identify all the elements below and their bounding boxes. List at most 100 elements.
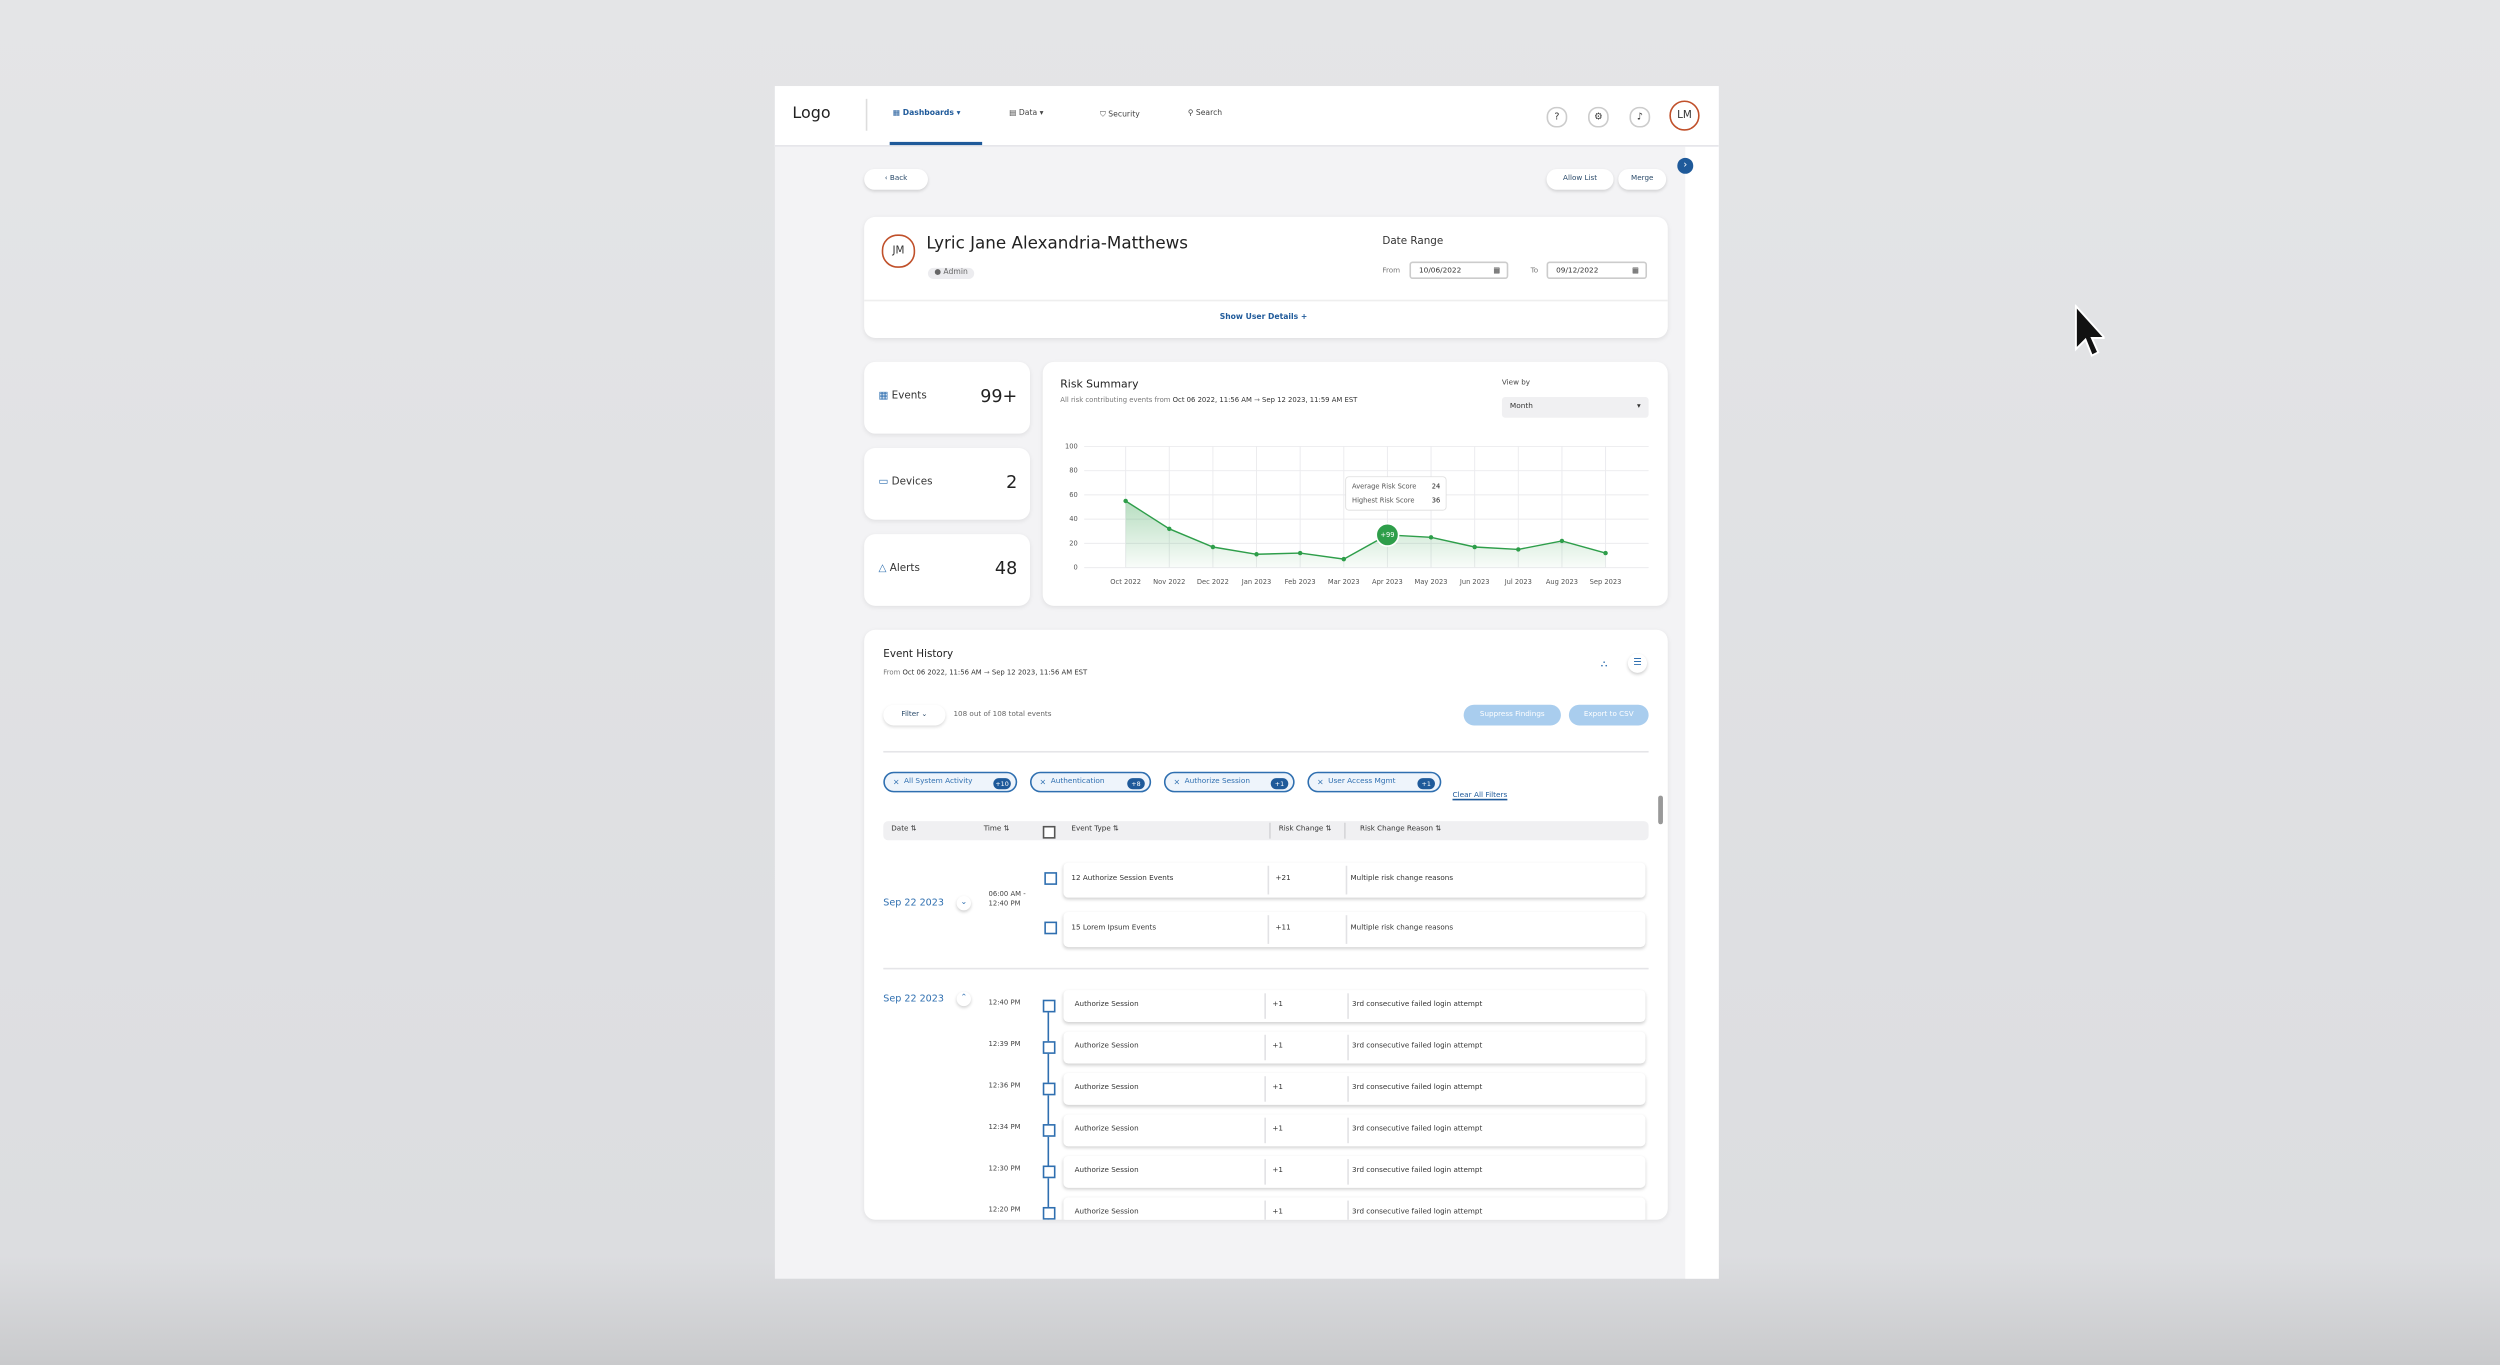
event-row[interactable] xyxy=(1063,1114,1646,1147)
row-checkbox[interactable] xyxy=(1042,1206,1056,1220)
divider xyxy=(865,98,867,131)
select-all-checkbox[interactable] xyxy=(1042,825,1056,839)
event-type: Authorize Session xyxy=(1074,1208,1139,1217)
nav-item[interactable]: ▤ Data ▾ xyxy=(1009,110,1044,118)
calendar-icon: ▦ xyxy=(1632,267,1640,276)
chip-remove[interactable]: × xyxy=(892,778,900,788)
x-tick-label: Oct 2022 xyxy=(1110,578,1141,586)
filter-chip[interactable]: × User Access Mgmt +1 xyxy=(1307,771,1442,793)
button-label: Allow List xyxy=(1563,175,1598,184)
chip-remove[interactable]: × xyxy=(1173,778,1181,788)
column-separator xyxy=(1264,993,1266,1019)
from-date-input[interactable]: 10/06/2022 ▦ xyxy=(1409,261,1509,280)
dropdown-caret: ▾ xyxy=(1636,403,1641,412)
column-separator xyxy=(1264,1076,1266,1102)
risk-change: +1 xyxy=(1272,1125,1283,1134)
allow-list-button[interactable]: Allow List xyxy=(1546,169,1614,190)
stat-text: Events xyxy=(891,389,927,402)
date-range-title: Date Range xyxy=(1382,234,1444,248)
x-tick-label: Mar 2023 xyxy=(1328,578,1360,586)
event-history-range: From Oct 06 2022, 11:56 AM → Sep 12 2023… xyxy=(883,669,1088,678)
column-header[interactable]: Risk Change Reason ⇅ xyxy=(1360,825,1442,834)
row-checkbox[interactable] xyxy=(1042,1041,1056,1054)
data-point xyxy=(1210,544,1216,550)
divider xyxy=(864,299,1668,301)
avatar[interactable]: LM xyxy=(1669,100,1700,131)
event-row[interactable] xyxy=(1063,1031,1646,1064)
notification-icon[interactable]: ♪ xyxy=(1629,106,1651,128)
chip-badge: +10 xyxy=(993,777,1011,789)
y-tick-label: 60 xyxy=(1069,491,1078,499)
group-date[interactable]: Sep 22 2023 xyxy=(883,897,944,909)
column-header[interactable]: Event Type ⇅ xyxy=(1071,825,1120,834)
chip-remove[interactable]: × xyxy=(1316,778,1324,788)
nav-item[interactable]: ⚲ Search xyxy=(1187,110,1223,118)
row-checkbox[interactable] xyxy=(1042,1124,1056,1137)
stat-card xyxy=(864,534,1030,606)
clear-filters-link[interactable]: Clear All Filters xyxy=(1452,792,1508,801)
group-toggle[interactable]: ⌃ xyxy=(956,991,971,1007)
settings-icon[interactable]: ⚙ xyxy=(1588,106,1609,128)
column-separator xyxy=(1269,822,1270,839)
event-row[interactable] xyxy=(1063,990,1646,1023)
export-button[interactable]: Export to CSV xyxy=(1568,704,1649,726)
list-icon[interactable]: ☰ xyxy=(1627,653,1648,673)
highlight-label: +99 xyxy=(1380,531,1394,539)
data-point xyxy=(1341,556,1347,562)
risk-line xyxy=(1125,500,1606,560)
group-toggle[interactable]: ⌄ xyxy=(956,896,971,911)
hierarchy-icon[interactable]: ⛬ xyxy=(1600,658,1608,670)
expand-button[interactable]: › xyxy=(1677,157,1694,174)
risk-change-reason: 3rd consecutive failed login attempt xyxy=(1352,1042,1483,1051)
subtitle-from: Oct 06 2022, 11:56 AM xyxy=(1172,397,1252,405)
from-label: From xyxy=(883,669,901,678)
filter-chip[interactable]: × Authentication +8 xyxy=(1029,771,1152,793)
row-checkbox[interactable] xyxy=(1044,872,1058,885)
stat-text: Devices xyxy=(891,475,933,488)
role: Admin xyxy=(943,269,968,278)
stat-icon: ▦ xyxy=(878,389,889,402)
row-checkbox[interactable] xyxy=(1042,1165,1056,1179)
view-by-select[interactable]: Month ▾ xyxy=(1501,397,1649,418)
risk-change: +1 xyxy=(1272,1042,1283,1051)
filter-chip[interactable]: × All System Activity +10 xyxy=(883,771,1018,793)
link-label: Show User Details xyxy=(1219,314,1299,323)
view-by-label: View by xyxy=(1501,379,1531,388)
column-header[interactable]: Risk Change ⇅ xyxy=(1278,825,1332,834)
nav-item[interactable]: ⛉ Security xyxy=(1100,111,1140,120)
event-row[interactable] xyxy=(1063,1197,1646,1220)
event-row[interactable] xyxy=(1063,911,1646,948)
event-row[interactable] xyxy=(1063,1155,1646,1188)
merge-button[interactable]: Merge xyxy=(1618,169,1667,190)
logo[interactable]: Logo xyxy=(792,105,831,123)
risk-change-reason: 3rd consecutive failed login attempt xyxy=(1352,1084,1483,1093)
nav-item[interactable]: ▦ Dashboards ▾ xyxy=(892,110,961,118)
filter-button[interactable]: Filter ⌄ xyxy=(883,704,946,726)
tooltip-box xyxy=(1345,476,1447,511)
event-row[interactable] xyxy=(1063,862,1646,898)
show-details-link[interactable]: Show User Details + xyxy=(1219,314,1308,323)
chip-remove[interactable]: × xyxy=(1039,778,1047,788)
row-checkbox[interactable] xyxy=(1042,1082,1056,1096)
row-checkbox[interactable] xyxy=(1042,999,1056,1013)
to-date-input[interactable]: 09/12/2022 ▦ xyxy=(1546,261,1648,280)
stat-value: 48 xyxy=(994,558,1018,579)
back-button[interactable]: ‹ Back xyxy=(864,169,928,190)
suppress-button[interactable]: Suppress Findings xyxy=(1463,704,1561,726)
help-icon[interactable]: ? xyxy=(1546,106,1568,128)
chip-badge: +1 xyxy=(1270,777,1289,789)
column-separator xyxy=(1347,1034,1349,1061)
row-checkbox[interactable] xyxy=(1044,921,1058,935)
event-row[interactable] xyxy=(1063,1073,1646,1105)
y-tick-label: 100 xyxy=(1065,442,1078,450)
x-tick-label: May 2023 xyxy=(1415,578,1448,586)
row-time: 12:30 PM xyxy=(988,1165,1021,1174)
column-header[interactable]: Time ⇅ xyxy=(983,825,1010,834)
event-type: Authorize Session xyxy=(1074,1167,1139,1176)
column-header[interactable]: Date ⇅ xyxy=(891,825,917,834)
filter-chip[interactable]: × Authorize Session +1 xyxy=(1163,771,1295,793)
group-date[interactable]: Sep 22 2023 xyxy=(883,993,944,1005)
x-tick-label: Sep 2023 xyxy=(1590,578,1622,586)
